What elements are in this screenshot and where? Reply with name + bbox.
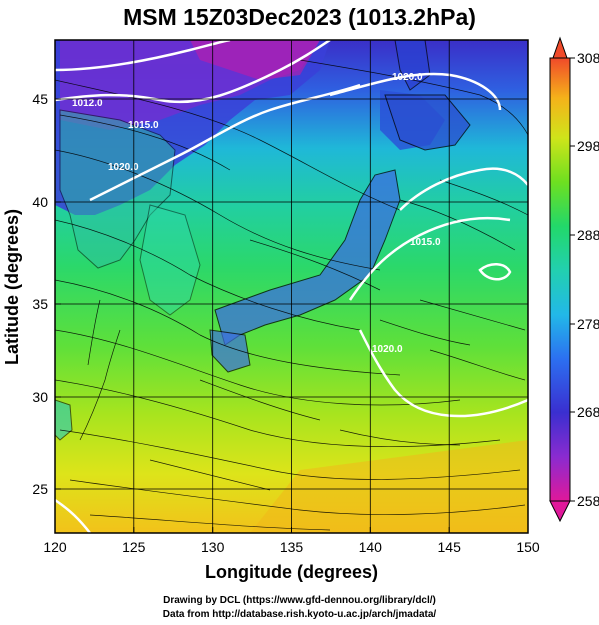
x-tick-label: 130: [201, 539, 225, 555]
y-axis-label: Latitude (degrees): [2, 209, 22, 365]
isobar-1012-north: [55, 40, 231, 72]
y-tick-label: 35: [32, 296, 48, 312]
y-tick-labels: 25 30 35 40 45: [32, 91, 48, 497]
x-tick-marks: [54, 527, 529, 533]
colorbar-label: 308: [577, 50, 599, 66]
colorbar-label: 258: [577, 493, 599, 509]
x-tick-label: 150: [516, 539, 540, 555]
y-tick-marks: [55, 98, 61, 490]
x-tick-labels: 120 125 130 135 140 145 150: [43, 539, 540, 555]
isobar-1020-south: [358, 329, 528, 418]
isobar-1020-north: [329, 72, 502, 111]
lat-lon-grid: [55, 40, 528, 533]
colorbar-label: 268: [577, 404, 599, 420]
warm-sea-south: [250, 440, 528, 533]
x-tick-label: 120: [43, 539, 67, 555]
isobar-southwest: [55, 498, 91, 533]
x-axis-label: Longitude (degrees): [205, 562, 378, 582]
colorbar-upper-extend: [552, 36, 568, 59]
credit-data: Data from http://database.rish.kyoto-u.a…: [162, 609, 437, 620]
map-title: MSM 15Z03Dec2023 (1013.2hPa): [123, 4, 476, 30]
colorbar-label: 278: [577, 316, 599, 332]
colorbar-labels: 308 298 288 278 268 258: [577, 50, 599, 509]
isobar-label: 1020.0: [108, 162, 139, 173]
isobar-label: 1020.0: [372, 344, 403, 355]
isobar-labels: 1012.0 1015.0 1020.0 1020.0 1015.0 1020.…: [72, 72, 441, 355]
x-tick-label: 125: [122, 539, 146, 555]
colorbar-scale: [549, 57, 571, 502]
colorbar: 308 298 288 278 268 258: [549, 36, 599, 523]
coldest-air-mass: [190, 40, 320, 80]
credit-drawing: Drawing by DCL (https://www.gfd-dennou.o…: [163, 595, 436, 606]
colorbar-label: 288: [577, 227, 599, 243]
isobar-closed-high: [478, 263, 512, 281]
isobar-label: 1015.0: [128, 120, 159, 131]
isobar-label: 1015.0: [410, 237, 441, 248]
streamlines: [55, 59, 528, 531]
korea-south: [139, 204, 201, 316]
isobar-1020-east: [399, 167, 528, 211]
x-tick-label: 135: [280, 539, 304, 555]
x-tick-label: 140: [359, 539, 383, 555]
kyushu: [209, 329, 251, 373]
isobar-label: 1012.0: [72, 98, 103, 109]
y-tick-label: 30: [32, 389, 48, 405]
credits: Drawing by DCL (https://www.gfd-dennou.o…: [0, 594, 599, 622]
y-tick-label: 45: [32, 91, 48, 107]
hokkaido: [384, 94, 471, 151]
y-tick-label: 25: [32, 481, 48, 497]
isobar-label: 1020.0: [392, 72, 423, 83]
isobar-1015-east: [348, 216, 511, 301]
colorbar-lower-extend: [549, 500, 571, 523]
y-tick-label: 40: [32, 194, 48, 210]
colorbar-label: 298: [577, 138, 599, 154]
x-tick-label: 145: [438, 539, 462, 555]
honshu: [214, 169, 401, 346]
map-plot-area: 1012.0 1015.0 1020.0 1020.0 1015.0 1020.…: [55, 40, 528, 533]
taiwan-area: [55, 399, 73, 441]
korean-peninsula: [59, 109, 176, 269]
